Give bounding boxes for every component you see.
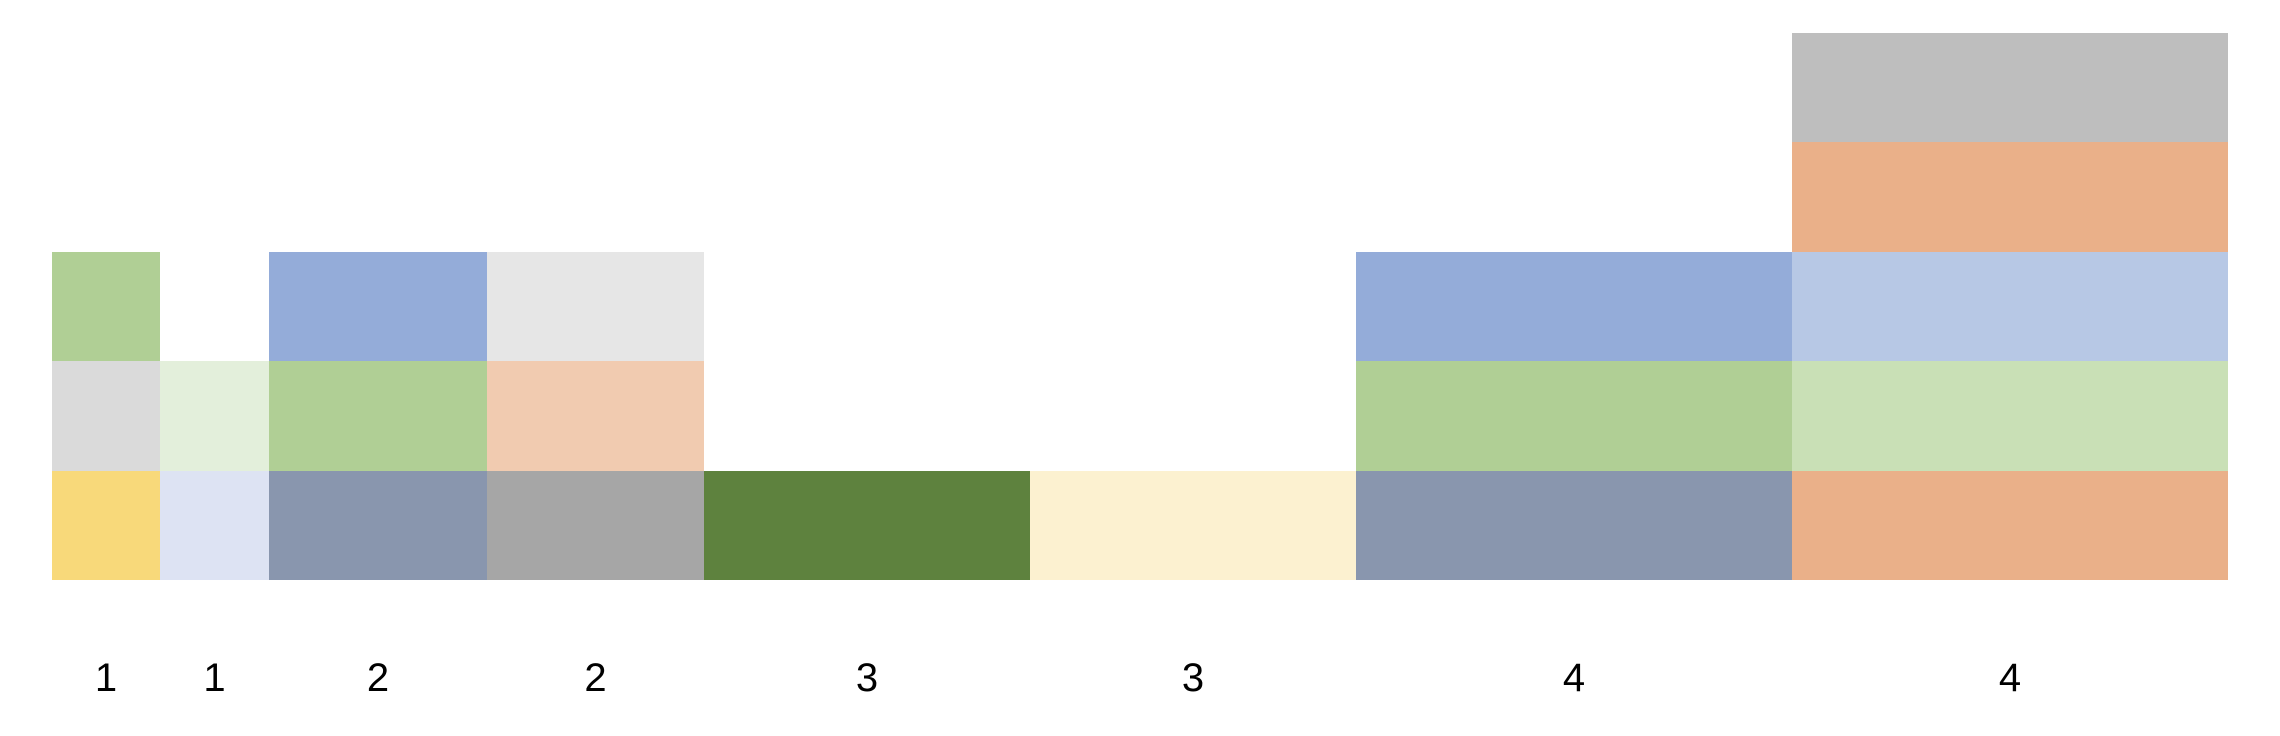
column-2-block-1	[160, 470, 269, 580]
column-8-block-4	[1792, 142, 2228, 252]
column-8-label: 4	[1998, 656, 2022, 700]
column-7-block-2	[1356, 361, 1792, 471]
column-2-block-2	[160, 361, 269, 471]
column-4-block-2	[487, 361, 704, 471]
column-7-block-3	[1356, 251, 1792, 361]
column-3-block-2	[269, 361, 487, 471]
column-1-block-3	[52, 251, 160, 361]
column-7-label: 4	[1562, 656, 1586, 700]
column-6-label: 3	[1181, 656, 1205, 700]
column-8-block-3	[1792, 251, 2228, 361]
column-8-block-5	[1792, 32, 2228, 142]
column-4-label: 2	[584, 656, 607, 700]
column-4-block-1	[487, 470, 704, 580]
column-6-block-1	[1030, 470, 1356, 580]
column-2-label: 1	[203, 656, 226, 700]
column-5-label: 3	[855, 656, 879, 700]
column-8-block-1	[1792, 470, 2228, 580]
column-1-label: 1	[94, 656, 118, 700]
column-1-block-1	[52, 470, 160, 580]
column-8-block-2	[1792, 361, 2228, 471]
column-7-block-1	[1356, 470, 1792, 580]
column-1-block-2	[52, 361, 160, 471]
column-5-block-1	[704, 470, 1030, 580]
column-3-block-3	[269, 251, 487, 361]
column-4-block-3	[487, 251, 704, 361]
column-3-label: 2	[366, 656, 390, 700]
column-3-block-1	[269, 470, 487, 580]
